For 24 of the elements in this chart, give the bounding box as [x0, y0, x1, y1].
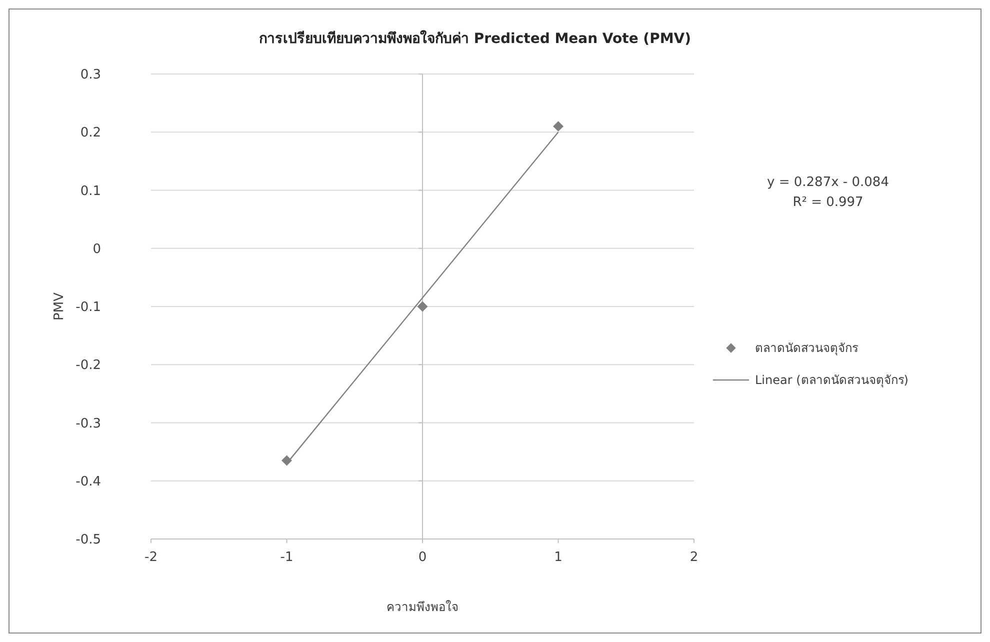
- y-tick-label: 0: [92, 242, 101, 257]
- y-tick-label: 0.1: [80, 184, 101, 199]
- chart-title: การเปรียบเทียบความพึงพอใจกับค่า Predicted Mean Vote (PMV): [258, 29, 692, 47]
- y-tick-label: 0.2: [80, 126, 101, 141]
- legend-label: ตลาดนัดสวนจตุจักร: [755, 341, 859, 356]
- point: [282, 455, 292, 466]
- y-tick-label: 0.3: [80, 68, 101, 83]
- x-tick-label: 0: [418, 550, 427, 565]
- y-tick-label: -0.4: [76, 474, 101, 490]
- text: R² = 0.997: [792, 195, 864, 210]
- x-axis-title: ความพึงพอใจ: [386, 600, 458, 614]
- x-tick-label: -2: [144, 550, 158, 565]
- y-tick-label: -0.1: [76, 300, 101, 316]
- y-tick-label: -0.5: [76, 532, 101, 548]
- y-tick-label: -0.3: [76, 416, 101, 432]
- y-tick-label: -0.2: [76, 358, 101, 374]
- x-tick-label: -1: [280, 550, 294, 565]
- legend-label: Linear (ตลาดนัดสวนจตุจักร): [755, 373, 908, 388]
- point: [417, 301, 428, 312]
- x-tick-label: 2: [690, 550, 698, 565]
- y-axis-title: PMV: [52, 292, 67, 320]
- text: y = 0.287x - 0.084: [767, 175, 889, 190]
- x-tick-label: 1: [554, 550, 562, 565]
- point: [553, 121, 564, 132]
